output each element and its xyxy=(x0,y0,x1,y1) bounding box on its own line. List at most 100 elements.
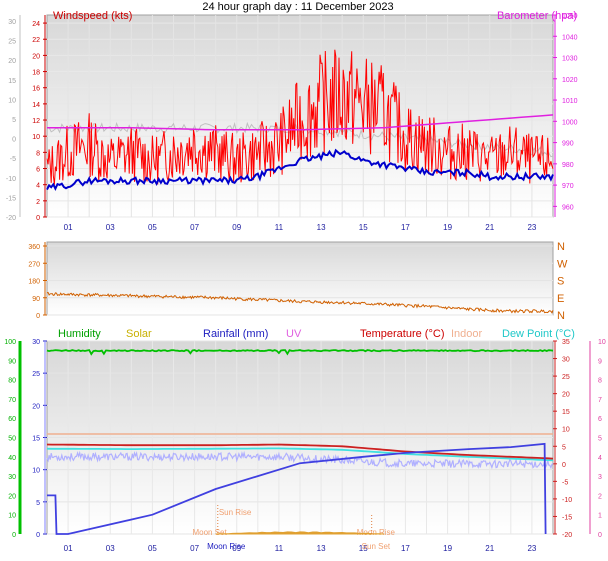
temperature-x-tick-label: 01 xyxy=(64,544,73,553)
temperature-tick-label: 25 xyxy=(562,374,570,381)
wind-tick-label: 12 xyxy=(32,118,40,125)
astronomy-annotation: Moon Rise xyxy=(357,528,396,537)
compass-label: N xyxy=(557,310,565,322)
average-wind-series-line xyxy=(46,148,554,192)
rainfall-tick-label: 10 xyxy=(32,468,40,475)
humidity-tick-label: 70 xyxy=(8,397,16,404)
direction-plot-bg xyxy=(46,241,554,316)
compass-label: E xyxy=(557,293,564,305)
graph-title: 24 hour graph day : 11 December 2023 xyxy=(202,1,393,13)
solar-series-area xyxy=(215,531,385,535)
temperature-legend: Humidity Solar Rainfall (mm) UV Temperat… xyxy=(58,328,575,340)
direction-tick-label: 270 xyxy=(28,261,40,268)
legend-indoor: Indoor xyxy=(451,328,483,340)
wind-outer-tick-label: 5 xyxy=(12,117,16,124)
temperature-tick-label: 20 xyxy=(562,392,570,399)
temperature-x-tick-label: 15 xyxy=(359,544,368,553)
humidity-tick-label: 100 xyxy=(4,339,16,346)
humidity-tick-label: 60 xyxy=(8,416,16,423)
barometer-series-line xyxy=(47,114,554,131)
temperature-x-tick-label: 13 xyxy=(317,544,326,553)
wind-outer-tick-label: 0 xyxy=(12,137,16,144)
rainfall-series-line xyxy=(47,442,547,535)
temperature-x-tick-label: 07 xyxy=(190,544,199,553)
temperature-x-tick-label: 03 xyxy=(106,544,115,553)
rainfall-tick-label: 20 xyxy=(32,403,40,410)
legend-dewpoint: Dew Point (°C) xyxy=(502,328,575,340)
baro-tick-label: 960 xyxy=(562,204,574,211)
wind-x-tick-label: 15 xyxy=(359,223,368,232)
wind-tick-label: 2 xyxy=(36,199,40,206)
wind-outer-tick-label: -15 xyxy=(6,195,16,202)
rainfall-tick-label: 0 xyxy=(36,532,40,539)
wind-tick-label: 8 xyxy=(36,150,40,157)
wind-x-tick-label: 23 xyxy=(527,223,536,232)
temperature-x-tick-label: 11 xyxy=(275,544,284,553)
baro-tick-label: 1010 xyxy=(562,98,578,105)
wind-direction-series-line xyxy=(46,291,554,314)
wind-x-tick-label: 07 xyxy=(190,223,199,232)
wind-x-tick-label: 13 xyxy=(317,223,326,232)
temperature-x-tick-label: 23 xyxy=(527,544,536,553)
legend-temperature: Temperature (°C) xyxy=(360,328,444,340)
wind-tick-label: 18 xyxy=(32,70,40,77)
wind-outer-tick-label: 15 xyxy=(8,78,16,85)
wind-tick-label: 22 xyxy=(32,37,40,44)
temperature-x-tick-label: 21 xyxy=(485,544,494,553)
windspeed-legend: Windspeed (kts) xyxy=(53,10,132,22)
baro-tick-label: 1000 xyxy=(562,119,578,126)
rainfall-tick-label: 5 xyxy=(36,500,40,507)
legend-humidity: Humidity xyxy=(58,328,101,340)
wind-x-tick-label: 21 xyxy=(485,223,494,232)
wind-outer-tick-label: -5 xyxy=(10,156,16,163)
wind-x-tick-label: 17 xyxy=(401,223,410,232)
uv-tick-label: 0 xyxy=(598,532,602,539)
rainfall-tick-label: 30 xyxy=(32,339,40,346)
wind-tick-label: 4 xyxy=(36,183,40,190)
astronomy-annotation: Sun Rise xyxy=(219,508,252,517)
rainfall-tick-label: 15 xyxy=(32,436,40,443)
wind-tick-label: 10 xyxy=(32,134,40,141)
temperature-series-line xyxy=(46,443,554,460)
wind-outer-tick-label: -20 xyxy=(6,215,16,222)
temperature-tick-label: 35 xyxy=(562,339,570,346)
temperature-tick-label: -20 xyxy=(562,532,572,539)
temperature-x-tick-label: 19 xyxy=(443,544,452,553)
legend-rainfall: Rainfall (mm) xyxy=(203,328,268,340)
temperature-tick-label: 15 xyxy=(562,409,570,416)
humidity-series-line xyxy=(46,349,554,356)
uv-tick-label: 10 xyxy=(598,339,606,346)
wind-chill-series-line xyxy=(46,450,554,470)
uv-tick-label: 2 xyxy=(598,493,602,500)
baro-tick-label: 1020 xyxy=(562,77,578,84)
wind-tick-label: 0 xyxy=(36,215,40,222)
wind-outer-tick-label: 30 xyxy=(8,19,16,26)
baro-tick-label: 1040 xyxy=(562,34,578,41)
humidity-tick-label: 40 xyxy=(8,455,16,462)
wind-tick-label: 6 xyxy=(36,167,40,174)
uv-tick-label: 6 xyxy=(598,416,602,423)
wind-panel: 302520151050-5-10-15-2024222018161412108… xyxy=(6,10,578,232)
wind-x-tick-label: 19 xyxy=(443,223,452,232)
baro-tick-label: 1030 xyxy=(562,56,578,63)
baro-tick-label: 980 xyxy=(562,162,574,169)
humidity-tick-label: 10 xyxy=(8,513,16,520)
humidity-tick-label: 30 xyxy=(8,474,16,481)
direction-tick-label: 90 xyxy=(32,296,40,303)
direction-tick-label: 180 xyxy=(28,279,40,286)
wind-tick-label: 14 xyxy=(32,102,40,109)
wind-outer-tick-label: 25 xyxy=(8,39,16,46)
direction-tick-label: 360 xyxy=(28,244,40,251)
uv-tick-label: 5 xyxy=(598,436,602,443)
wind-outer-tick-label: 10 xyxy=(8,97,16,104)
wind-x-tick-label: 05 xyxy=(148,223,157,232)
astronomy-annotation: Sun Set xyxy=(362,542,391,551)
humidity-tick-label: 90 xyxy=(8,358,16,365)
temperature-tick-label: 5 xyxy=(562,444,566,451)
temperature-tick-label: 0 xyxy=(562,462,566,469)
uv-tick-label: 7 xyxy=(598,397,602,404)
temperature-tick-label: -15 xyxy=(562,514,572,521)
wind-tick-label: 24 xyxy=(32,21,40,28)
